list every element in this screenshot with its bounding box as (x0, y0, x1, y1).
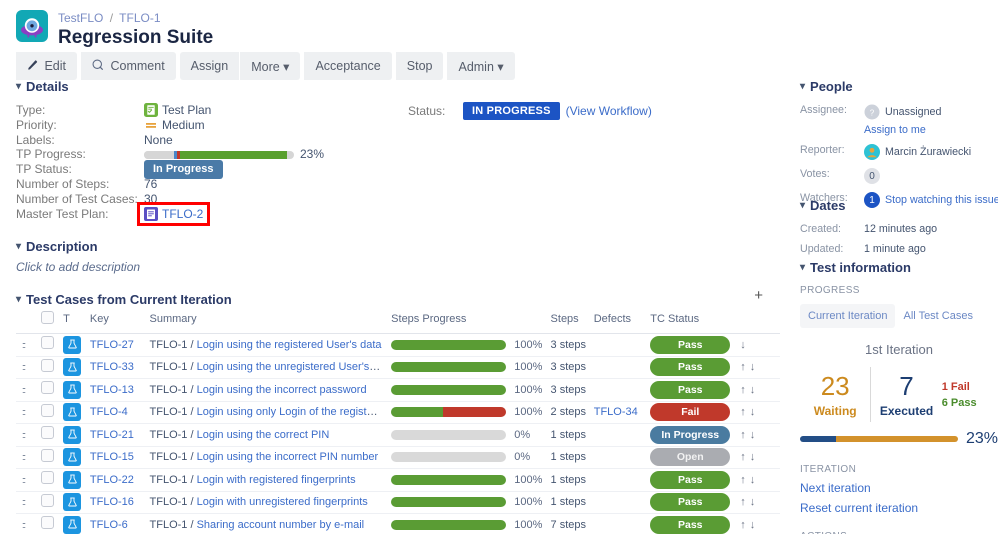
svg-text:?: ? (870, 109, 875, 118)
